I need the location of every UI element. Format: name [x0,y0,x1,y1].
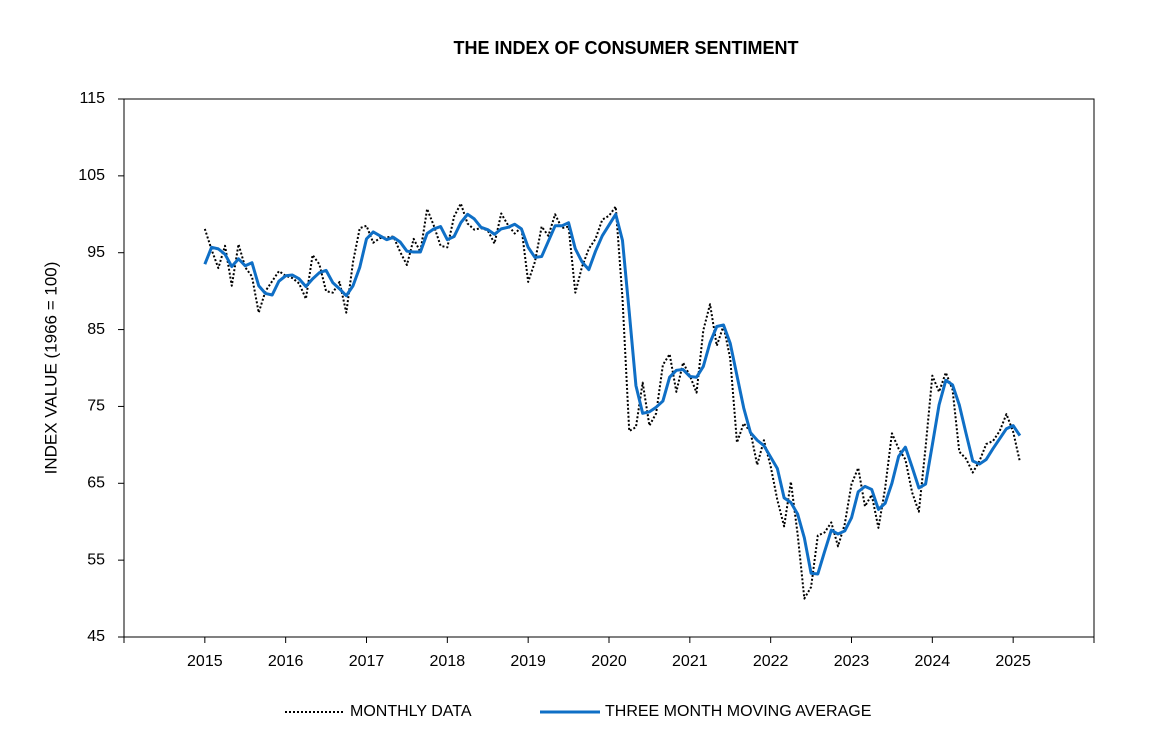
series-line [203,202,1021,600]
chart-title: THE INDEX OF CONSUMER SENTIMENT [453,38,798,58]
x-tick-label: 2025 [995,653,1031,670]
x-tick-label: 2019 [510,653,546,670]
y-tick-label: 65 [87,475,105,492]
legend-label: MONTHLY DATA [350,703,472,720]
y-tick-label: 105 [78,167,105,184]
y-tick-label: 55 [87,551,105,568]
x-tick-label: 2022 [753,653,789,670]
x-tick-label: 2018 [430,653,466,670]
x-tick-label: 2017 [349,653,385,670]
x-tick-label: 2023 [834,653,870,670]
x-tick-label: 2024 [915,653,951,670]
legend-label: THREE MONTH MOVING AVERAGE [605,703,871,720]
x-tick-label: 2021 [672,653,708,670]
x-tick-label: 2020 [591,653,627,670]
x-tick-label: 2015 [187,653,223,670]
y-tick-label: 75 [87,398,105,415]
y-tick-label: 85 [87,321,105,338]
series-line [203,212,1022,576]
y-tick-label: 95 [87,244,105,261]
y-tick-label: 45 [87,628,105,645]
y-axis-label: INDEX VALUE (1966 = 100) [41,262,60,475]
y-tick-label: 115 [79,90,105,107]
x-tick-label: 2016 [268,653,304,670]
